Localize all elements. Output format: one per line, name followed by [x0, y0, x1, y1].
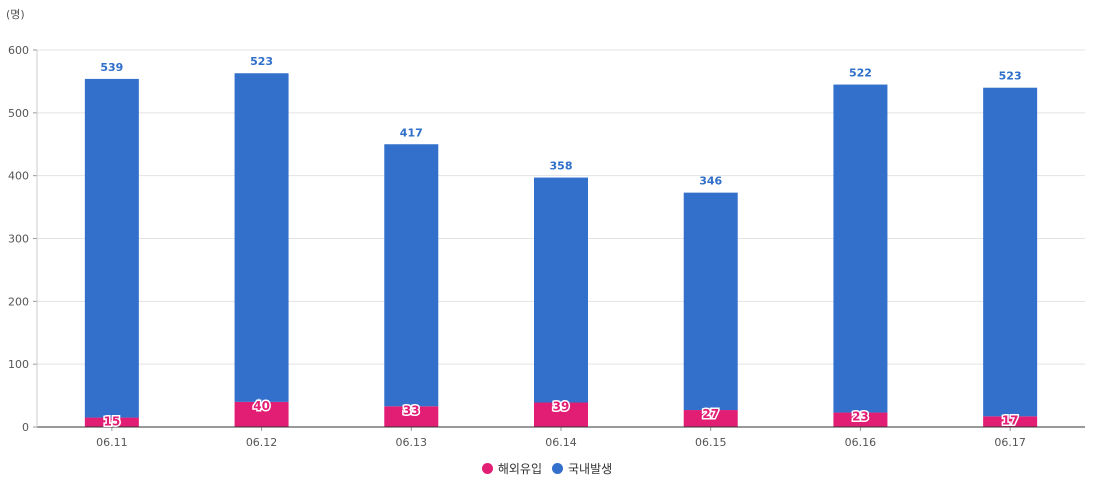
bar-segment-domestic[interactable] [384, 144, 439, 407]
bar-segment-domestic[interactable] [234, 73, 289, 402]
data-label-overseas: 33 [403, 403, 420, 417]
data-label-domestic: 358 [550, 160, 573, 173]
legend-item-domestic[interactable]: 국내발생 [552, 460, 612, 477]
value-labels: 15 539 40 523 33 417 39 358 27 346 23 522 17 523 [100, 55, 1022, 430]
data-label-overseas: 15 [104, 415, 121, 429]
bar-segment-overseas[interactable] [534, 402, 588, 427]
legend-item-overseas[interactable]: 해외유입 [481, 460, 542, 477]
x-tick-label: 06.13 [396, 436, 428, 449]
y-tick-label: 300 [8, 233, 29, 246]
y-tick-label: 0 [22, 421, 29, 434]
data-label-overseas: 27 [702, 407, 719, 421]
data-label-domestic: 523 [250, 55, 273, 68]
y-tick-label: 600 [8, 44, 29, 57]
y-tick-label: 200 [8, 295, 29, 308]
bar-segment-overseas[interactable] [983, 416, 1038, 427]
bar-segment-domestic[interactable] [534, 177, 588, 403]
y-axis-unit: (명) [6, 8, 25, 21]
y-tick-label: 500 [8, 107, 29, 120]
data-label-overseas: 23 [852, 410, 869, 424]
legend-label-domestic: 국내발생 [568, 462, 613, 476]
x-tick-label: 06.11 [96, 436, 128, 449]
bar-segment-overseas[interactable] [683, 410, 738, 427]
legend-label-overseas: 해외유입 [497, 462, 542, 476]
bar-segment-overseas[interactable] [833, 412, 888, 427]
axes: 0 100 200 300 400 500 600 06.11 06.12 06.13 06.14 0… [8, 44, 1085, 449]
bar-segment-overseas[interactable] [234, 401, 289, 427]
legend-dot-overseas [481, 463, 493, 474]
data-label-domestic: 539 [100, 61, 123, 74]
x-tick-label: 06.12 [246, 436, 278, 449]
bar-segment-domestic[interactable] [84, 78, 139, 418]
data-label-domestic: 523 [999, 70, 1022, 83]
bar-segment-domestic[interactable] [833, 84, 888, 413]
data-label-domestic: 417 [400, 126, 423, 139]
data-label-domestic: 522 [849, 67, 872, 80]
data-label-overseas: 40 [253, 399, 270, 413]
bar-segment-overseas[interactable] [84, 417, 139, 427]
x-tick-label: 06.16 [845, 436, 877, 449]
y-tick-label: 400 [8, 170, 29, 183]
bar-segment-domestic[interactable] [983, 87, 1038, 417]
x-tick-label: 06.14 [545, 436, 577, 449]
data-label-domestic: 346 [699, 175, 722, 188]
x-tick-label: 06.15 [695, 436, 727, 449]
legend-dot-domestic [552, 463, 563, 474]
bar-segment-domestic[interactable] [683, 192, 738, 411]
x-tick-label: 06.17 [994, 436, 1026, 449]
bar-segment-overseas[interactable] [384, 406, 439, 427]
legend: 해외유입 국내발생 [0, 460, 1094, 477]
y-tick-label: 100 [8, 358, 29, 371]
data-label-overseas: 17 [1002, 413, 1019, 427]
bars [84, 73, 1038, 427]
data-label-overseas: 39 [553, 399, 570, 413]
